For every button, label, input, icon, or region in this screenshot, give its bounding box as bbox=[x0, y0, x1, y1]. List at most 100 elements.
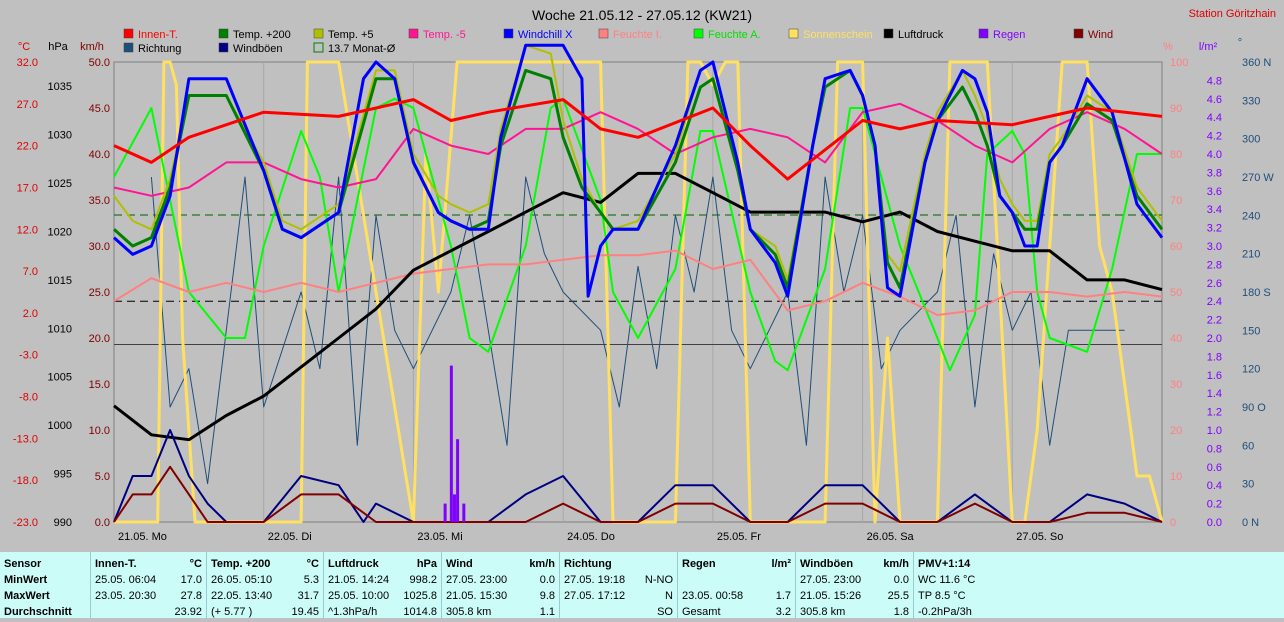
temp-tick-label: 2.0 bbox=[23, 308, 38, 320]
rain-tick-label: 0.4 bbox=[1207, 480, 1222, 492]
hum-tick-label: 30 bbox=[1170, 379, 1182, 391]
temp-column: Temp. +200 °C 26.05. 05:10 5.3 22.05. 13:40 3… bbox=[206, 552, 323, 618]
temp-tick-label: 27.0 bbox=[17, 99, 38, 111]
legend-label: Windböen bbox=[233, 43, 283, 55]
chart-svg: Woche 21.05.12 - 27.05.12 (KW21) Station … bbox=[13, 7, 1276, 543]
press-tick-label: 1020 bbox=[48, 226, 72, 238]
wind-header: Wind km/h bbox=[446, 558, 555, 574]
rain-tick-label: 1.2 bbox=[1207, 407, 1222, 419]
x-tick-label: 23.05. Mi bbox=[417, 531, 462, 543]
series-line-luftdruck bbox=[113, 171, 1163, 442]
rain-tick-label: 0.0 bbox=[1207, 517, 1222, 529]
series-line-wind bbox=[113, 465, 1163, 523]
dir-tick-label: 330 bbox=[1242, 95, 1260, 107]
wind-tick-label: 10.0 bbox=[89, 425, 110, 437]
wind-tick-label: 35.0 bbox=[89, 195, 110, 207]
druck-row: 25.05. 10:00 1025.8 bbox=[328, 590, 437, 606]
series-line-innen-t- bbox=[113, 98, 1163, 181]
rain-tick-label: 4.8 bbox=[1207, 75, 1222, 87]
temp-tick-label: -18.0 bbox=[13, 475, 38, 487]
richtung-title: Richtung bbox=[564, 558, 612, 570]
innen-row: 23.05. 20:30 27.8 bbox=[95, 590, 202, 606]
legend-swatch bbox=[693, 28, 704, 39]
sensor-header: Sensor bbox=[4, 558, 42, 570]
druck-row-value: 1025.8 bbox=[403, 590, 437, 602]
innen-title: Innen-T. bbox=[95, 558, 137, 570]
legend-label: Windchill X bbox=[518, 29, 573, 41]
rain-tick-label: 1.6 bbox=[1207, 370, 1222, 382]
press-tick-label: 995 bbox=[54, 469, 72, 481]
dir-tick-label: 180 S bbox=[1242, 287, 1271, 299]
avg-label: Durchschnitt bbox=[4, 606, 72, 618]
wind-row: 305.8 km 1.1 bbox=[446, 606, 555, 622]
temp-row-time: 26.05. 05:10 bbox=[211, 574, 273, 586]
wind-tick-label: 0.0 bbox=[95, 517, 110, 529]
temp-unit: °C bbox=[306, 558, 319, 570]
innen-row-value: 17.0 bbox=[180, 574, 202, 586]
hum-tick-label: 10 bbox=[1170, 471, 1182, 483]
wind-row-value: 1.1 bbox=[539, 606, 555, 618]
dir-tick-label: 0 N bbox=[1242, 517, 1259, 529]
regen-row-time: Gesamt bbox=[682, 606, 721, 618]
regen-row bbox=[682, 574, 791, 590]
legend-label: Richtung bbox=[138, 43, 181, 55]
boeen-header: Windböen km/h bbox=[800, 558, 909, 574]
legend-label: Luftdruck bbox=[898, 29, 944, 41]
legend-swatch bbox=[313, 42, 324, 53]
dir-tick-label: 210 bbox=[1242, 249, 1260, 261]
druck-title: Luftdruck bbox=[328, 558, 379, 570]
druck-row-value: 1014.8 bbox=[403, 606, 437, 618]
hum-tick-label: 90 bbox=[1170, 103, 1182, 115]
temp-tick-label: 17.0 bbox=[17, 182, 38, 194]
legend-label: 13.7 Monat-Ø bbox=[328, 43, 396, 55]
boeen-row-time: 305.8 km bbox=[800, 606, 846, 618]
dir-tick-label: 360 N bbox=[1242, 57, 1271, 69]
boeen-row: 21.05. 15:26 25.5 bbox=[800, 590, 909, 606]
press-tick-label: 1000 bbox=[48, 420, 72, 432]
x-tick-label: 25.05. Fr bbox=[717, 531, 761, 543]
hum-tick-label: 60 bbox=[1170, 241, 1182, 253]
press-tick-label: 1030 bbox=[48, 130, 72, 142]
innen-row-time: 23.05. 20:30 bbox=[95, 590, 157, 602]
pmv-row-trend: -0.2hPa/3h bbox=[918, 606, 972, 618]
series-line-windchill-x bbox=[112, 43, 1164, 298]
press-tick-label: 1010 bbox=[48, 323, 72, 335]
rain-tick-label: 3.2 bbox=[1207, 223, 1222, 235]
press-tick-label: 1035 bbox=[48, 81, 72, 93]
legend-label: Feuchte A. bbox=[708, 29, 761, 41]
boeen-row-value: 1.8 bbox=[893, 606, 909, 618]
wind-tick-label: 45.0 bbox=[89, 103, 110, 115]
wind-column: Wind km/h 27.05. 23:00 0.0 21.05. 15:30 9.8 30… bbox=[441, 552, 559, 618]
dir-tick-label: 150 bbox=[1242, 325, 1260, 337]
richtung-row: 27.05. 19:18 N-NO bbox=[564, 574, 673, 590]
legend-label: Feuchte I. bbox=[613, 29, 662, 41]
temp-row-value: 5.3 bbox=[303, 574, 319, 586]
richtung-row: 27.05. 17:12 N bbox=[564, 590, 673, 606]
druck-row-value: 998.2 bbox=[409, 574, 437, 586]
innen-row-value: 23.92 bbox=[174, 606, 202, 618]
wind-tick-label: 25.0 bbox=[89, 287, 110, 299]
wind-row-time: 27.05. 23:00 bbox=[446, 574, 508, 586]
pmv-column: PMV+1:14 WC 11.6 °C TP 8.5 °C -0.2hPa/3h bbox=[913, 552, 1284, 618]
innen-column: Innen-T. °C 25.05. 06:04 17.0 23.05. 20:30 27… bbox=[90, 552, 206, 618]
richtung-row-value: N-NO bbox=[644, 574, 673, 586]
rain-tick-label: 2.6 bbox=[1207, 278, 1222, 290]
boeen-row-time: 27.05. 23:00 bbox=[800, 574, 862, 586]
legend-swatch bbox=[218, 42, 229, 53]
weather-chart: Woche 21.05.12 - 27.05.12 (KW21) Station … bbox=[13, 7, 1276, 543]
legend-swatch bbox=[218, 28, 229, 39]
rain-tick-label: 1.0 bbox=[1207, 425, 1222, 437]
boeen-row-value: 0.0 bbox=[893, 574, 909, 586]
legend-swatch bbox=[598, 28, 609, 39]
legend-label: Innen-T. bbox=[138, 29, 178, 41]
temp-row-value: 19.45 bbox=[291, 606, 319, 618]
rain-tick-label: 2.8 bbox=[1207, 259, 1222, 271]
legend-swatch bbox=[408, 28, 419, 39]
hum-unit-label: % bbox=[1163, 41, 1173, 53]
richtung-column: Richtung 27.05. 19:18 N-NO 27.05. 17:12 N SO bbox=[559, 552, 677, 618]
wind-row: 21.05. 15:30 9.8 bbox=[446, 590, 555, 606]
temp-tick-label: 22.0 bbox=[17, 141, 38, 153]
hum-tick-label: 70 bbox=[1170, 195, 1182, 207]
legend-swatch bbox=[788, 28, 799, 39]
rain-tick-label: 3.8 bbox=[1207, 167, 1222, 179]
